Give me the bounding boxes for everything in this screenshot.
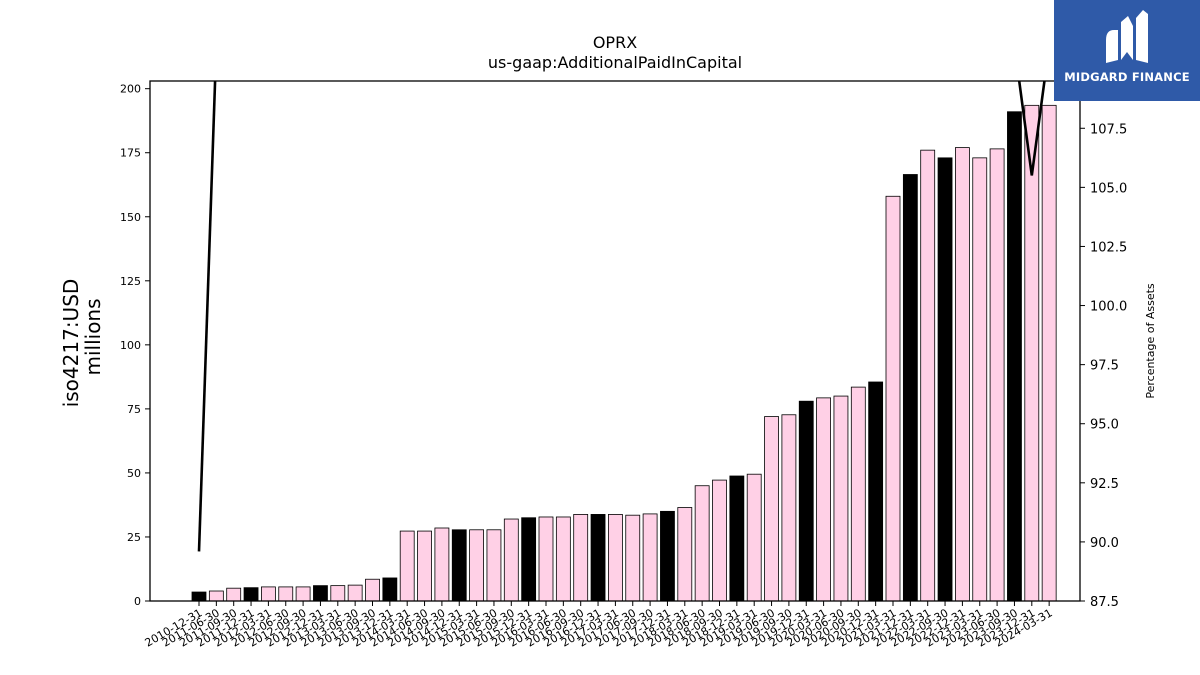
y-tick-label: 0 <box>134 595 141 608</box>
bar-2022-09-30 <box>937 157 953 602</box>
y2-tick-label: 87.5 <box>1090 595 1119 610</box>
bar-2019-12-31 <box>798 400 814 602</box>
y-tick-label: 100 <box>120 339 141 352</box>
bar-2014-06-30 <box>417 530 432 602</box>
bar-2016-12-31 <box>590 514 606 602</box>
bar-2012-06-30 <box>278 586 294 602</box>
bar-2015-03-31 <box>469 529 485 602</box>
bar-2012-09-30 <box>295 586 311 602</box>
y2-tick-label: 107.5 <box>1090 122 1127 137</box>
bar-2012-03-31 <box>260 586 276 602</box>
pct-line-segment-1 <box>197 81 217 552</box>
y-tick-label: 50 <box>127 467 141 480</box>
bar-2017-12-31 <box>660 510 675 602</box>
chart-title: OPRX <box>593 33 637 52</box>
bar-2011-12-31 <box>243 587 259 602</box>
y2-tick-label: 90.0 <box>1090 536 1119 551</box>
bar-2017-06-30 <box>625 514 641 602</box>
bar-2013-03-31 <box>330 585 346 602</box>
bar-2015-09-30 <box>503 518 519 602</box>
bar-2023-03-31 <box>972 157 988 602</box>
bar-2013-06-30 <box>347 584 363 602</box>
bar-2017-03-31 <box>608 514 623 602</box>
bar-2023-12-31 <box>1024 104 1040 602</box>
bar-2013-09-30 <box>365 578 380 602</box>
bar-2018-06-30 <box>694 485 710 602</box>
bar-2020-03-31 <box>816 397 831 602</box>
bar-2023-09-30 <box>1007 111 1022 602</box>
bar-2016-09-30 <box>573 514 589 602</box>
bar-2013-12-31 <box>382 577 398 602</box>
bar-2021-12-31 <box>902 174 918 602</box>
bar-2018-03-31 <box>677 507 693 602</box>
y2-tick-label: 100.0 <box>1090 300 1127 315</box>
y2-tick-label: 95.0 <box>1090 418 1119 433</box>
bar-2019-03-31 <box>746 473 762 602</box>
y-axis-label-unit: iso4217:USD <box>59 279 83 408</box>
bar-2022-03-31 <box>920 149 936 602</box>
chart-subtitle: us-gaap:AdditionalPaidInCapital <box>488 53 742 72</box>
y2-tick-label: 97.5 <box>1090 359 1119 374</box>
bar-2016-03-31 <box>538 516 554 602</box>
y-tick-label: 25 <box>127 531 141 544</box>
y2-axis-label: Percentage of Assets <box>1144 283 1157 399</box>
bar-2020-12-31 <box>868 381 884 602</box>
bar-2020-06-30 <box>833 395 849 602</box>
bar-2021-03-31 <box>885 195 901 602</box>
y2-tick-label: 92.5 <box>1090 477 1119 492</box>
bar-2012-12-31 <box>313 585 328 602</box>
y-tick-label: 150 <box>120 211 141 224</box>
right-axis: 87.5 90.0 92.5 95.0 97.5 100.0 102.5 105.0 107.5 <box>1080 122 1127 610</box>
bar-2022-12-31 <box>955 147 970 602</box>
midgard-finance-logo: MIDGARD FINANCE <box>1054 0 1200 101</box>
y2-tick-label: 105.0 <box>1090 181 1127 196</box>
y2-tick-label: 102.5 <box>1090 240 1127 255</box>
bar-2018-12-31 <box>729 475 745 602</box>
bar-2015-12-31 <box>521 517 537 602</box>
y-tick-label: 75 <box>127 403 141 416</box>
bar-2020-09-30 <box>850 386 866 602</box>
bar-2014-03-31 <box>399 530 415 602</box>
bar-2011-09-30 <box>226 587 242 602</box>
bar-2017-09-30 <box>642 513 658 602</box>
x-axis: 2010-12-312011-06-302011-09-302011-12-31… <box>143 601 1055 650</box>
y-tick-label: 125 <box>120 275 141 288</box>
bar-2014-12-31 <box>451 529 467 602</box>
y-axis-label-scale: millions <box>81 298 105 375</box>
bar-2023-06-30 <box>989 148 1005 602</box>
left-axis: 0 25 50 75 100 125 150 175 200 <box>120 83 150 608</box>
y-tick-label: 175 <box>120 147 141 160</box>
pct-line-segment-2 <box>1017 81 1046 176</box>
bar-2019-09-30 <box>781 414 797 602</box>
y-tick-label: 200 <box>120 83 141 96</box>
pct-of-assets-line <box>197 81 1046 552</box>
bar-2011-06-30 <box>208 590 224 602</box>
bars <box>191 104 1057 602</box>
bar-2018-09-30 <box>712 479 727 602</box>
bar-2015-06-30 <box>486 529 502 602</box>
bar-2014-09-30 <box>434 527 450 602</box>
bar-2024-03-31 <box>1041 104 1057 602</box>
logo-text: MIDGARD FINANCE <box>1064 70 1190 84</box>
bar-2019-06-30 <box>764 416 779 602</box>
bar-2010-12-31 <box>191 591 207 602</box>
bar-2016-06-30 <box>555 516 571 602</box>
midgard-logo-icon <box>1106 10 1148 63</box>
